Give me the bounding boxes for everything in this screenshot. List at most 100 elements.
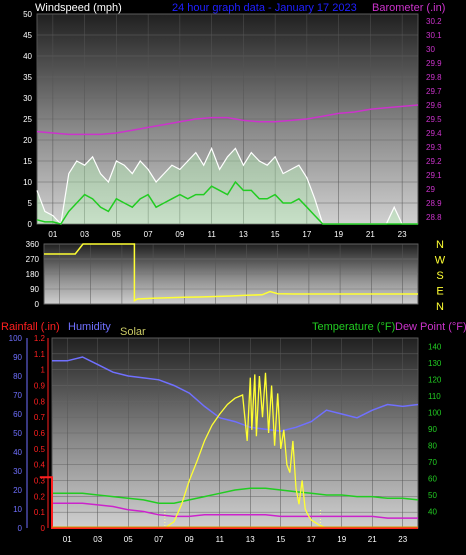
rainfall-tick-label: 0.4 xyxy=(34,461,46,470)
temperature-label: Temperature (°F) xyxy=(312,321,395,333)
windspeed-axis: 0 5 10 15 20 25 30 35 40 45 50 xyxy=(23,10,32,229)
windspeed-tick-label: 35 xyxy=(23,73,32,82)
rainfall-tick-label: 0.1 xyxy=(34,508,46,517)
temperature-tick-label: 120 xyxy=(428,375,442,384)
windspeed-tick-label: 40 xyxy=(23,52,32,61)
x-tick-label: 01 xyxy=(63,535,72,544)
x-tick-label: 05 xyxy=(112,230,121,239)
x-tick-label: 21 xyxy=(366,230,375,239)
temperature-tick-label: 110 xyxy=(428,392,441,401)
x-tick-label: 13 xyxy=(239,230,248,239)
temperature-tick-label: 80 xyxy=(428,441,437,450)
rainfall-tick-label: 0.8 xyxy=(34,397,46,406)
rainfall-tick-label: 0.7 xyxy=(34,413,46,422)
x-tick-label: 03 xyxy=(93,535,102,544)
direction-letter: W xyxy=(435,255,446,267)
barometer-tick-label: 29.6 xyxy=(426,101,442,110)
humidity-tick-label: 90 xyxy=(13,353,22,362)
barometer-tick-label: 29 xyxy=(426,185,435,194)
rainfall-tick-label: 1 xyxy=(41,366,46,375)
direction-tick-label: 270 xyxy=(26,255,40,264)
humidity-label: Humidity xyxy=(68,321,111,333)
temperature-tick-label: 50 xyxy=(428,491,437,500)
windspeed-tick-label: 15 xyxy=(23,157,32,166)
wind-time-axis: 01 03 05 07 09 11 13 15 17 19 21 23 xyxy=(48,230,407,239)
humidity-tick-label: 10 xyxy=(13,505,22,514)
humidity-tick-label: 30 xyxy=(13,467,22,476)
rainfall-tick-label: 0.9 xyxy=(34,382,46,391)
temperature-tick-label: 140 xyxy=(428,342,442,351)
dewpoint-line xyxy=(52,502,418,519)
windspeed-label: Windspeed (mph) xyxy=(35,2,122,14)
dewpoint-label: Dew Point (°F) xyxy=(395,321,466,333)
x-tick-label: 07 xyxy=(154,535,163,544)
barometer-tick-label: 29.4 xyxy=(426,129,442,138)
windspeed-tick-label: 30 xyxy=(23,94,32,103)
rainfall-tick-label: 0.2 xyxy=(34,492,46,501)
solar-line xyxy=(52,372,418,529)
barometer-tick-label: 29.3 xyxy=(426,143,442,152)
wind-direction-line xyxy=(44,243,418,302)
rainfall-tick-label: 1.1 xyxy=(34,350,46,359)
x-tick-label: 21 xyxy=(368,535,377,544)
barometer-tick-label: 30.2 xyxy=(426,17,442,26)
temperature-tick-label: 60 xyxy=(428,474,437,483)
x-tick-label: 03 xyxy=(80,230,89,239)
x-tick-label: 13 xyxy=(246,535,255,544)
x-tick-label: 19 xyxy=(337,535,346,544)
barometer-label: Barometer (.in) xyxy=(372,2,445,14)
x-tick-label: 11 xyxy=(207,230,216,239)
humidity-tick-label: 20 xyxy=(13,486,22,495)
barometer-tick-label: 29.8 xyxy=(426,73,442,82)
temperature-line xyxy=(52,487,419,504)
x-tick-label: 15 xyxy=(271,230,280,239)
windspeed-tick-label: 50 xyxy=(23,10,32,19)
rainfall-tick-label: 0.5 xyxy=(34,445,46,454)
temp-grid xyxy=(52,337,418,529)
x-tick-label: 23 xyxy=(398,535,407,544)
direction-letter: S xyxy=(436,270,443,282)
wind-barometer-series xyxy=(36,104,419,226)
barometer-tick-label: 29.1 xyxy=(426,171,442,180)
barometer-tick-label: 29.7 xyxy=(426,87,442,96)
temperature-tick-label: 130 xyxy=(428,359,442,368)
solar-label: Solar xyxy=(120,326,146,338)
wind-gust-line xyxy=(36,146,418,226)
humidity-line xyxy=(52,356,419,432)
windspeed-tick-label: 20 xyxy=(23,136,32,145)
x-tick-label: 19 xyxy=(334,230,343,239)
rainfall-line xyxy=(39,476,418,529)
barometer-line xyxy=(36,104,419,136)
x-tick-label: 23 xyxy=(398,230,407,239)
humidity-axis: 0 10 20 30 40 50 60 70 80 90 100 xyxy=(9,334,28,533)
x-tick-label: 01 xyxy=(48,230,57,239)
wind-gust-area xyxy=(37,148,418,224)
barometer-tick-label: 29.9 xyxy=(426,59,442,68)
rainfall-label: Rainfall (.in) xyxy=(1,321,60,333)
graph-date-title: 24 hour graph data - January 17 2023 xyxy=(172,2,357,14)
rainfall-axis: 0 0.1 0.2 0.3 0.4 0.5 0.6 0.7 0.8 0.9 1 1.1 1.2 xyxy=(34,334,49,533)
x-tick-label: 17 xyxy=(302,230,311,239)
humidity-tick-label: 50 xyxy=(13,429,22,438)
direction-tick-label: 90 xyxy=(30,285,39,294)
direction-letter: N xyxy=(436,239,444,251)
direction-tick-label: 0 xyxy=(35,300,40,309)
direction-series xyxy=(44,243,418,302)
rainfall-tick-label: 1.2 xyxy=(34,334,46,343)
windspeed-tick-label: 0 xyxy=(28,220,33,229)
temperature-tick-label: 90 xyxy=(428,425,437,434)
direction-tick-label: 360 xyxy=(26,240,40,249)
temperature-tick-label: 40 xyxy=(428,507,437,516)
x-tick-label: 11 xyxy=(216,535,225,544)
humidity-tick-label: 60 xyxy=(13,410,22,419)
temperature-tick-label: 100 xyxy=(428,408,442,417)
humidity-tick-label: 70 xyxy=(13,391,22,400)
direction-axis: 0 90 180 270 360 xyxy=(26,240,40,309)
barometer-tick-label: 30.1 xyxy=(426,31,442,40)
direction-tick-label: 180 xyxy=(26,270,40,279)
temp-time-axis: 01 03 05 07 09 11 13 15 17 19 21 23 xyxy=(63,535,408,544)
rainfall-tick-label: 0.6 xyxy=(34,429,46,438)
x-tick-label: 17 xyxy=(307,535,316,544)
